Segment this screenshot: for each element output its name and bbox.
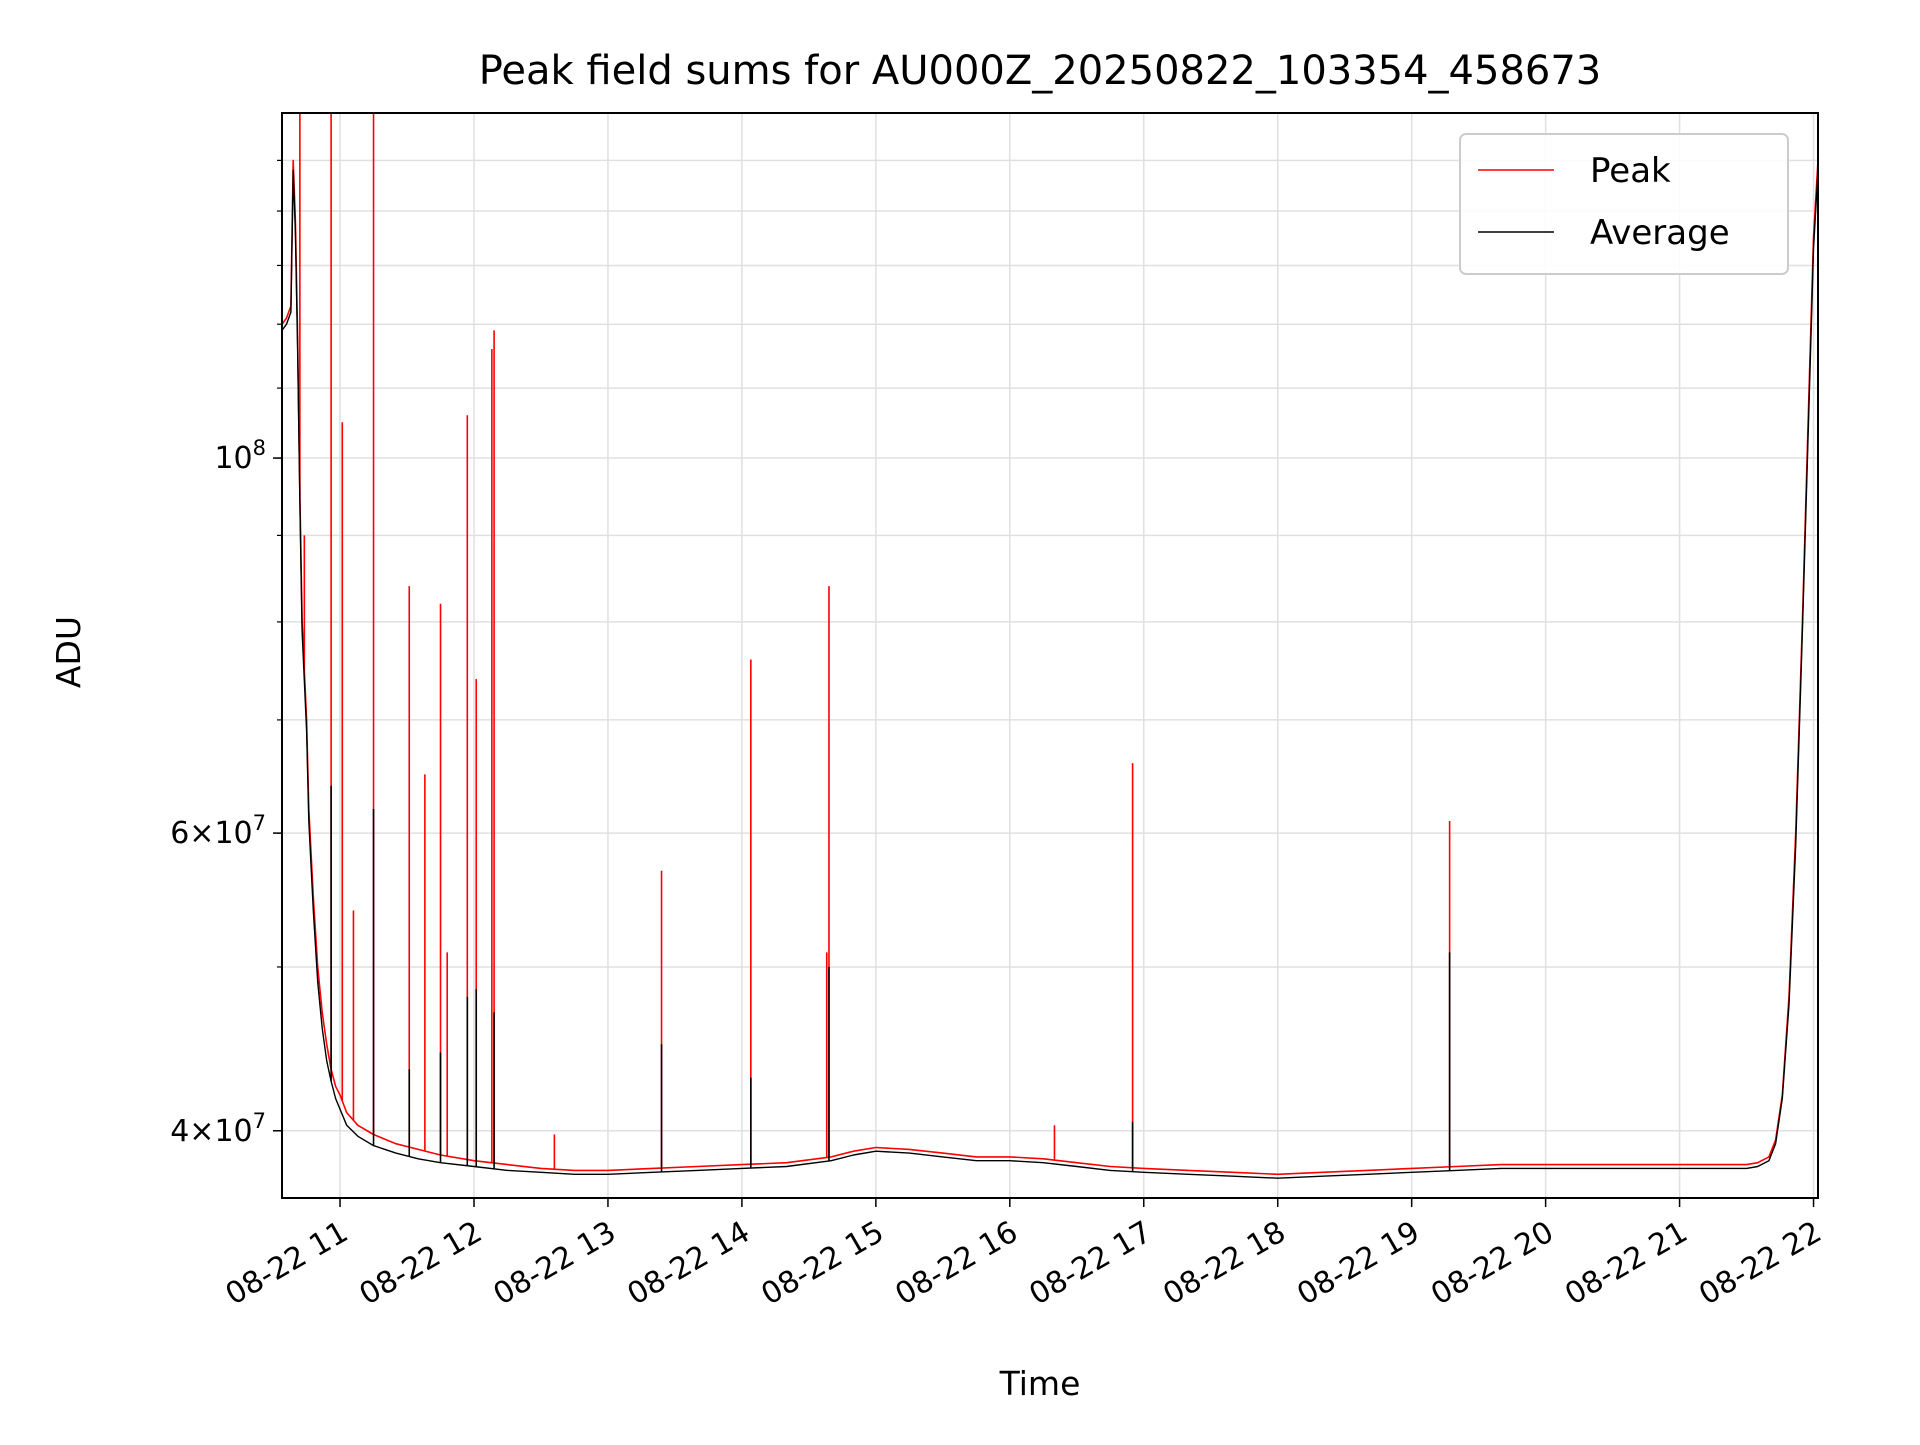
- x-axis-label: Time: [999, 1364, 1081, 1403]
- y-axis-label: ADU: [49, 616, 88, 688]
- series-line-peak: [282, 159, 1818, 1176]
- y-axis-ticks: 4×107 6×107 108: [170, 159, 282, 1149]
- y-tick-label: 6×107: [170, 811, 266, 851]
- legend-average-label: Average: [1590, 213, 1730, 253]
- legend-box: [1459, 133, 1789, 275]
- plot-frame: [281, 112, 1819, 1199]
- series-line-average: [282, 169, 1818, 1179]
- grid: [282, 113, 1818, 1198]
- legend: Peak Average: [1459, 133, 1789, 275]
- y-tick-label: 4×107: [170, 1109, 266, 1149]
- chart-title: Peak field sums for AU000Z_20250822_1033…: [479, 48, 1602, 94]
- series-average: [282, 169, 1818, 1179]
- series-layer: [282, 113, 1818, 1179]
- y-tick-label: 108: [214, 436, 266, 476]
- legend-peak-label: Peak: [1590, 151, 1671, 191]
